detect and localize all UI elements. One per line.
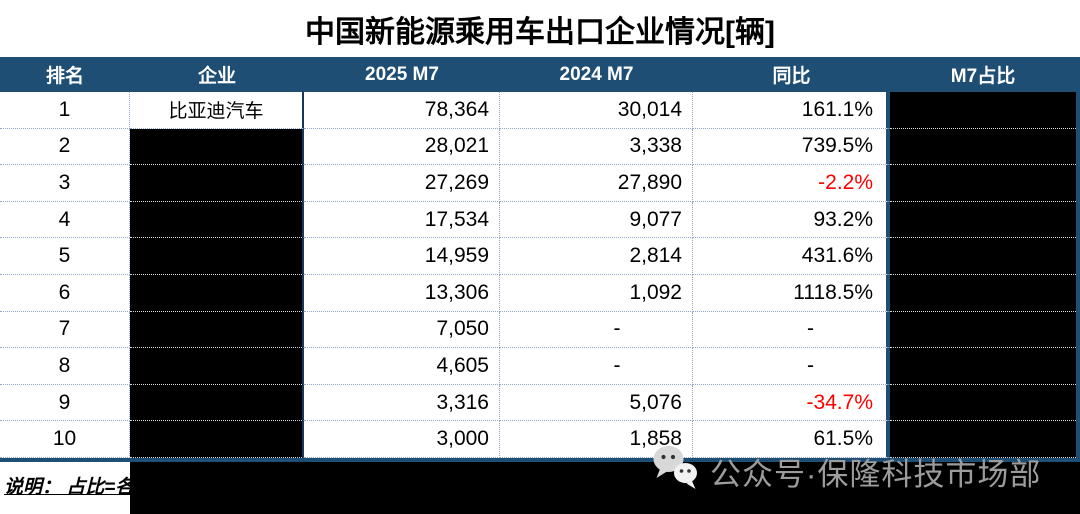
cell-2025m7: 3,000 xyxy=(304,421,500,458)
cell-2025m7: 3,316 xyxy=(304,384,500,422)
redaction-block-footer xyxy=(130,462,1080,514)
cell-yoy: 93.2% xyxy=(693,201,890,239)
redaction-block-share xyxy=(890,238,1076,275)
cell-2025m7: 7,050 xyxy=(304,311,500,349)
column-header-3: 2024 M7 xyxy=(500,57,693,92)
cell-2024m7: 27,890 xyxy=(500,165,693,202)
cell-2025m7: 27,269 xyxy=(304,165,500,202)
cell-company: 比亚迪汽车 xyxy=(130,92,304,129)
redaction-block-company xyxy=(130,201,304,239)
watermark-text: 公众号·保隆科技市场部 xyxy=(710,456,1042,492)
footnote: 说明： 占比=各 xyxy=(4,477,135,498)
cell-2025m7: 4,605 xyxy=(304,348,500,385)
redaction-block-share xyxy=(890,384,1076,422)
redaction-block-share xyxy=(890,348,1076,385)
redaction-block-share xyxy=(890,201,1076,239)
cell-2025m7: 14,959 xyxy=(304,238,500,275)
cell-yoy: - xyxy=(693,311,890,349)
cell-2025m7: 13,306 xyxy=(304,274,500,312)
cell-2025m7: 78,364 xyxy=(304,92,500,129)
redaction-block-share xyxy=(890,92,1076,129)
cell-yoy: 739.5% xyxy=(693,128,890,166)
cell-rank-6: 6 xyxy=(0,274,130,312)
redaction-block-company xyxy=(130,348,304,385)
cell-yoy: - xyxy=(693,348,890,385)
cell-rank-1: 1 xyxy=(0,92,130,129)
cell-2024m7: 3,338 xyxy=(500,128,693,166)
column-header-2: 2025 M7 xyxy=(304,57,500,92)
cell-2025m7: 17,534 xyxy=(304,201,500,239)
redaction-block-company xyxy=(130,128,304,166)
redaction-block-company xyxy=(130,384,304,422)
cell-rank-8: 8 xyxy=(0,348,130,385)
cell-rank-3: 3 xyxy=(0,165,130,202)
cell-2025m7: 28,021 xyxy=(304,128,500,166)
cell-rank-9: 9 xyxy=(0,384,130,422)
redaction-block-company xyxy=(130,165,304,202)
redaction-block-share xyxy=(890,274,1076,312)
cell-rank-5: 5 xyxy=(0,238,130,275)
wechat-icon xyxy=(652,444,700,498)
column-header-4: 同比 xyxy=(693,57,890,92)
redaction-block-company xyxy=(130,311,304,349)
column-header-0: 排名 xyxy=(0,57,130,92)
cell-yoy: 431.6% xyxy=(693,238,890,275)
watermark: 公众号·保隆科技市场部 xyxy=(652,444,1041,498)
cell-2024m7: - xyxy=(500,311,693,349)
redaction-block-share xyxy=(890,421,1076,458)
cell-2024m7: 1,092 xyxy=(500,274,693,312)
cell-2024m7: 1,858 xyxy=(500,421,693,458)
export-table: 排名 企业 2025 M7 2024 M7 同比 M7占比 1 比亚迪汽车 78,364 30,0… xyxy=(0,57,1080,462)
cell-2024m7: 2,814 xyxy=(500,238,693,275)
cell-2024m7: 9,077 xyxy=(500,201,693,239)
cell-rank-2: 2 xyxy=(0,128,130,166)
cell-rank-4: 4 xyxy=(0,201,130,239)
redaction-block-company xyxy=(130,421,304,458)
cell-2024m7: 5,076 xyxy=(500,384,693,422)
cell-yoy: 161.1% xyxy=(693,92,890,129)
column-header-1: 企业 xyxy=(130,57,304,92)
column-header-5: M7占比 xyxy=(890,57,1076,92)
cell-yoy: -2.2% xyxy=(693,165,890,202)
page-title: 中国新能源乘用车出口企业情况[辆] xyxy=(305,16,775,49)
redaction-block-share xyxy=(890,311,1076,349)
cell-2024m7: 30,014 xyxy=(500,92,693,129)
redaction-block-share xyxy=(890,165,1076,202)
redaction-block-company xyxy=(130,274,304,312)
cell-yoy: -34.7% xyxy=(693,384,890,422)
cell-yoy: 61.5% xyxy=(693,421,890,458)
cell-rank-10: 10 xyxy=(0,421,130,458)
redaction-block-company xyxy=(130,238,304,275)
cell-rank-7: 7 xyxy=(0,311,130,349)
cell-yoy: 1118.5% xyxy=(693,274,890,312)
cell-2024m7: - xyxy=(500,348,693,385)
redaction-block-share xyxy=(890,128,1076,166)
